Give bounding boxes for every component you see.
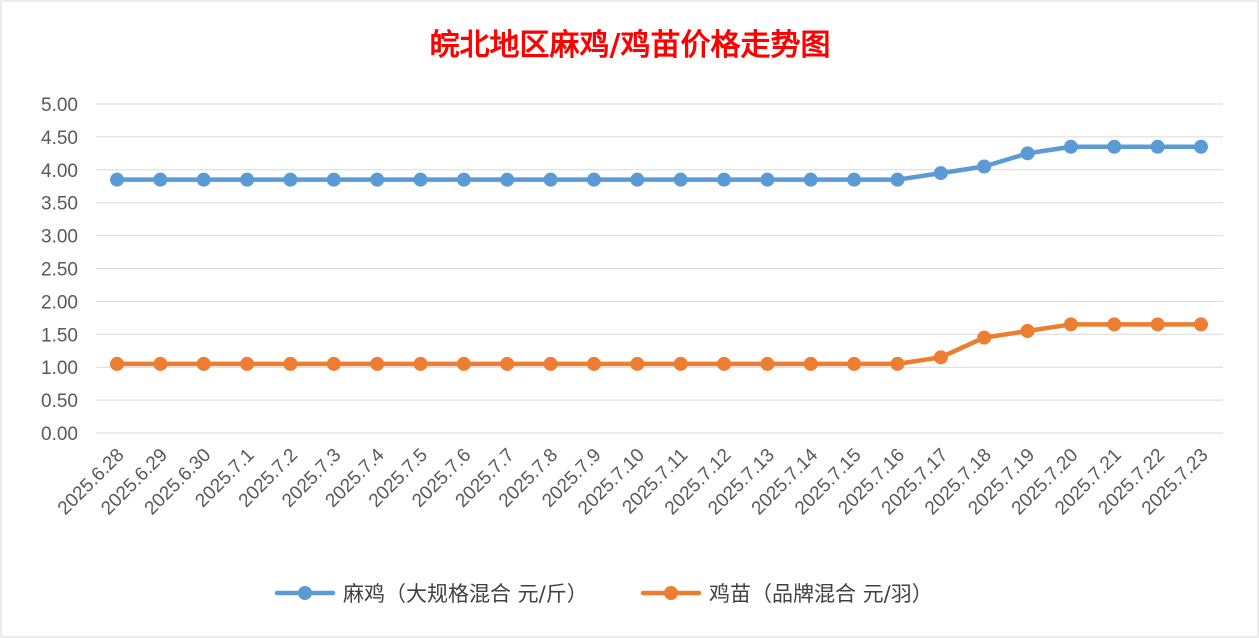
- data-point: [1107, 139, 1122, 154]
- data-point: [283, 172, 298, 187]
- data-point: [717, 356, 732, 371]
- data-point: [456, 356, 471, 371]
- y-tick-label: 1.50: [41, 325, 78, 346]
- data-point: [326, 356, 341, 371]
- legend-item: 鸡苗（品牌混合 元/羽）: [640, 582, 933, 606]
- legend-marker: [298, 586, 312, 600]
- y-tick-label: 3.00: [41, 227, 78, 248]
- data-point: [890, 356, 905, 371]
- data-point: [933, 350, 948, 365]
- series-layer: [110, 139, 1208, 371]
- y-tick-label: 4.50: [41, 128, 78, 149]
- series-line: [114, 144, 1204, 182]
- y-tick-label: 3.50: [41, 194, 78, 215]
- data-point: [630, 356, 645, 371]
- series-1: [110, 317, 1208, 371]
- y-tick-label: 2.00: [41, 292, 78, 313]
- data-point: [803, 172, 818, 187]
- data-point: [413, 172, 428, 187]
- data-point: [630, 172, 645, 187]
- y-axis-ticks: 0.00 0.50 1.00 1.50 2.00 2.50 3.00 3.50 4.00 4.50…: [41, 95, 78, 445]
- y-tick-label: 0.00: [41, 424, 78, 445]
- data-point: [1107, 317, 1122, 332]
- data-point: [240, 356, 255, 371]
- chart-title: 皖北地区麻鸡/鸡苗价格走势图: [430, 28, 831, 63]
- data-point: [500, 356, 515, 371]
- y-tick-label: 0.50: [41, 391, 78, 412]
- data-point: [673, 356, 688, 371]
- gridlines: [96, 103, 1223, 434]
- data-point: [933, 166, 948, 181]
- data-point: [586, 356, 601, 371]
- data-point: [543, 356, 558, 371]
- y-tick-label: 4.00: [41, 161, 78, 182]
- data-point: [1150, 317, 1165, 332]
- y-tick-label: 1.00: [41, 358, 78, 379]
- legend: 麻鸡（大规格混合 元/斤） 鸡苗（品牌混合 元/羽）: [274, 582, 933, 606]
- legend-label: 麻鸡（大规格混合 元/斤）: [343, 582, 588, 606]
- data-point: [847, 172, 862, 187]
- series-line: [114, 322, 1204, 367]
- legend-label: 鸡苗（品牌混合 元/羽）: [709, 582, 933, 606]
- data-point: [413, 356, 428, 371]
- data-point: [196, 356, 211, 371]
- data-point: [370, 172, 385, 187]
- data-point: [240, 172, 255, 187]
- data-point: [326, 172, 341, 187]
- data-point: [1150, 139, 1165, 154]
- data-point: [1063, 317, 1078, 332]
- data-point: [673, 172, 688, 187]
- y-tick-label: 2.50: [41, 260, 78, 281]
- data-point: [543, 172, 558, 187]
- data-point: [803, 356, 818, 371]
- series-0: [110, 139, 1208, 187]
- data-point: [977, 159, 992, 174]
- data-point: [1194, 139, 1208, 154]
- data-point: [717, 172, 732, 187]
- data-point: [1020, 324, 1035, 339]
- data-point: [153, 356, 168, 371]
- data-point: [196, 172, 211, 187]
- data-point: [110, 356, 124, 371]
- data-point: [500, 172, 515, 187]
- data-point: [760, 356, 775, 371]
- data-point: [1194, 317, 1208, 332]
- data-point: [847, 356, 862, 371]
- data-point: [153, 172, 168, 187]
- data-point: [1020, 146, 1035, 161]
- data-point: [890, 172, 905, 187]
- legend-marker: [664, 586, 678, 600]
- y-tick-label: 5.00: [41, 95, 78, 116]
- legend-item: 麻鸡（大规格混合 元/斤）: [274, 582, 588, 606]
- data-point: [456, 172, 471, 187]
- data-point: [110, 172, 124, 187]
- data-point: [1063, 139, 1078, 154]
- data-point: [586, 172, 601, 187]
- data-point: [977, 330, 992, 345]
- data-point: [370, 356, 385, 371]
- data-point: [283, 356, 298, 371]
- data-point: [760, 172, 775, 187]
